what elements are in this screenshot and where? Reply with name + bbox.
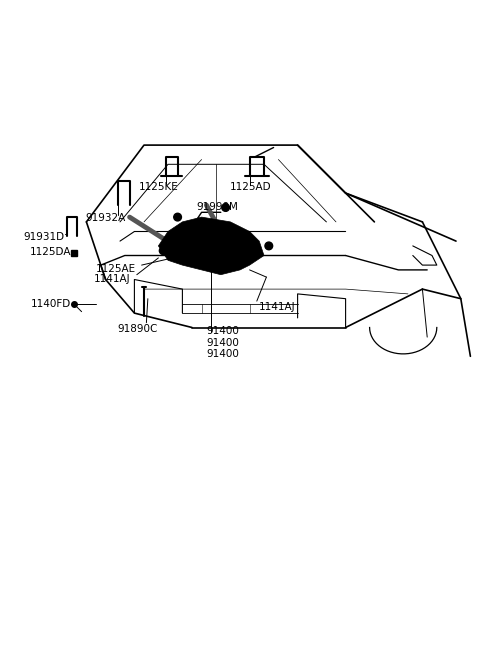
Text: 91400
91400
91400: 91400 91400 91400 <box>206 326 239 360</box>
Text: 1140FD: 1140FD <box>31 299 72 309</box>
Text: 91931D: 91931D <box>23 233 64 242</box>
Circle shape <box>159 247 167 255</box>
Circle shape <box>174 214 181 221</box>
Text: 1125DA: 1125DA <box>30 247 71 257</box>
Text: 1141AJ: 1141AJ <box>94 274 130 284</box>
Circle shape <box>222 204 229 212</box>
Text: 91890C: 91890C <box>118 324 158 334</box>
Text: 1125AE: 1125AE <box>96 264 136 274</box>
Polygon shape <box>158 217 264 274</box>
Text: 1141AJ: 1141AJ <box>259 303 296 312</box>
Text: 1125KE: 1125KE <box>139 182 179 193</box>
Circle shape <box>265 242 273 250</box>
Text: 91932A: 91932A <box>85 213 126 223</box>
Text: 91990M: 91990M <box>197 202 239 212</box>
Text: 1125AD: 1125AD <box>229 182 271 193</box>
